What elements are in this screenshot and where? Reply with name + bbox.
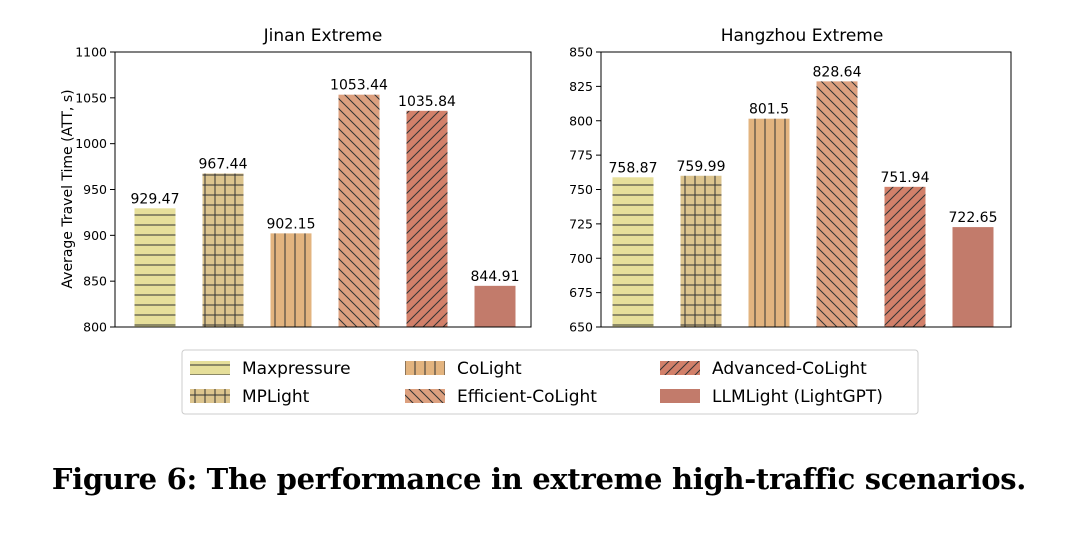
legend-label: LLMLight (LightGPT) bbox=[712, 387, 883, 407]
bar-value-label: 902.15 bbox=[267, 216, 316, 232]
legend: Maxpressure MPLight CoLight Efficient-CoLig… bbox=[182, 350, 918, 414]
y-tick-label: 1100 bbox=[75, 45, 107, 60]
y-tick-label: 900 bbox=[83, 228, 107, 243]
bar-colight bbox=[749, 119, 790, 327]
bar-value-label: 722.65 bbox=[949, 210, 998, 226]
bar-value-label: 758.87 bbox=[609, 160, 658, 176]
y-tick-label: 700 bbox=[569, 251, 593, 266]
bar-advanced-colight bbox=[407, 111, 448, 327]
legend-label: MPLight bbox=[242, 387, 310, 407]
jinan-chart: Jinan Extreme Average Travel Time (ATT, … bbox=[60, 26, 531, 335]
hangzhou-chart: Hangzhou Extreme 650 675 700 725 750 775 800 82… bbox=[569, 26, 1011, 335]
legend-label: CoLight bbox=[457, 359, 522, 379]
bar-efficient-colight bbox=[339, 95, 380, 327]
bar-maxpressure bbox=[135, 208, 176, 327]
bar-value-label: 801.5 bbox=[749, 102, 789, 118]
y-tick-label: 725 bbox=[569, 216, 593, 231]
y-tick-label: 650 bbox=[569, 320, 593, 335]
bar-value-label: 929.47 bbox=[131, 191, 180, 207]
bar-value-label: 967.44 bbox=[199, 157, 248, 173]
bar-value-label: 828.64 bbox=[813, 64, 862, 80]
bar-mplight bbox=[681, 176, 722, 327]
legend-label: Advanced-CoLight bbox=[712, 359, 867, 379]
bar-llmlight-lightgpt bbox=[953, 227, 994, 327]
hangzhou-plot-frame bbox=[601, 52, 1011, 327]
bar-efficient-colight bbox=[817, 81, 858, 327]
legend-swatch-mplight bbox=[190, 389, 230, 403]
legend-swatch-llmlight-lightgpt bbox=[660, 389, 700, 403]
bar-colight bbox=[271, 233, 312, 327]
y-tick-label: 800 bbox=[83, 320, 107, 335]
bar-mplight bbox=[203, 174, 244, 327]
bar-value-label: 1053.44 bbox=[330, 78, 388, 94]
jinan-plot-frame bbox=[115, 52, 531, 327]
hangzhou-title: Hangzhou Extreme bbox=[721, 26, 884, 46]
y-tick-label: 800 bbox=[569, 113, 593, 128]
bar-value-label: 751.94 bbox=[881, 170, 930, 186]
legend-label: Maxpressure bbox=[242, 359, 351, 379]
y-tick-label: 1000 bbox=[75, 136, 107, 151]
legend-swatch-efficient-colight bbox=[405, 389, 445, 403]
figure: Jinan Extreme Average Travel Time (ATT, … bbox=[0, 0, 1078, 538]
legend-label: Efficient-CoLight bbox=[457, 387, 597, 407]
y-tick-label: 825 bbox=[569, 79, 593, 94]
y-tick-label: 775 bbox=[569, 148, 593, 163]
y-tick-label: 950 bbox=[83, 182, 107, 197]
jinan-title: Jinan Extreme bbox=[263, 26, 383, 46]
legend-swatch-colight bbox=[405, 361, 445, 375]
bar-value-label: 759.99 bbox=[677, 159, 726, 175]
legend-swatch-maxpressure bbox=[190, 361, 230, 375]
y-tick-label: 850 bbox=[569, 45, 593, 60]
bar-maxpressure bbox=[613, 177, 654, 327]
figure-caption: Figure 6: The performance in extreme hig… bbox=[0, 462, 1078, 496]
legend-swatch-advanced-colight bbox=[660, 361, 700, 375]
y-axis-label: Average Travel Time (ATT, s) bbox=[60, 89, 76, 288]
y-tick-label: 850 bbox=[83, 274, 107, 289]
y-tick-label: 675 bbox=[569, 285, 593, 300]
bar-value-label: 844.91 bbox=[471, 269, 520, 285]
y-tick-label: 750 bbox=[569, 182, 593, 197]
bar-llmlight-lightgpt bbox=[475, 286, 516, 327]
y-tick-label: 1050 bbox=[75, 90, 107, 105]
bar-value-label: 1035.84 bbox=[398, 94, 456, 110]
bar-advanced-colight bbox=[885, 187, 926, 327]
